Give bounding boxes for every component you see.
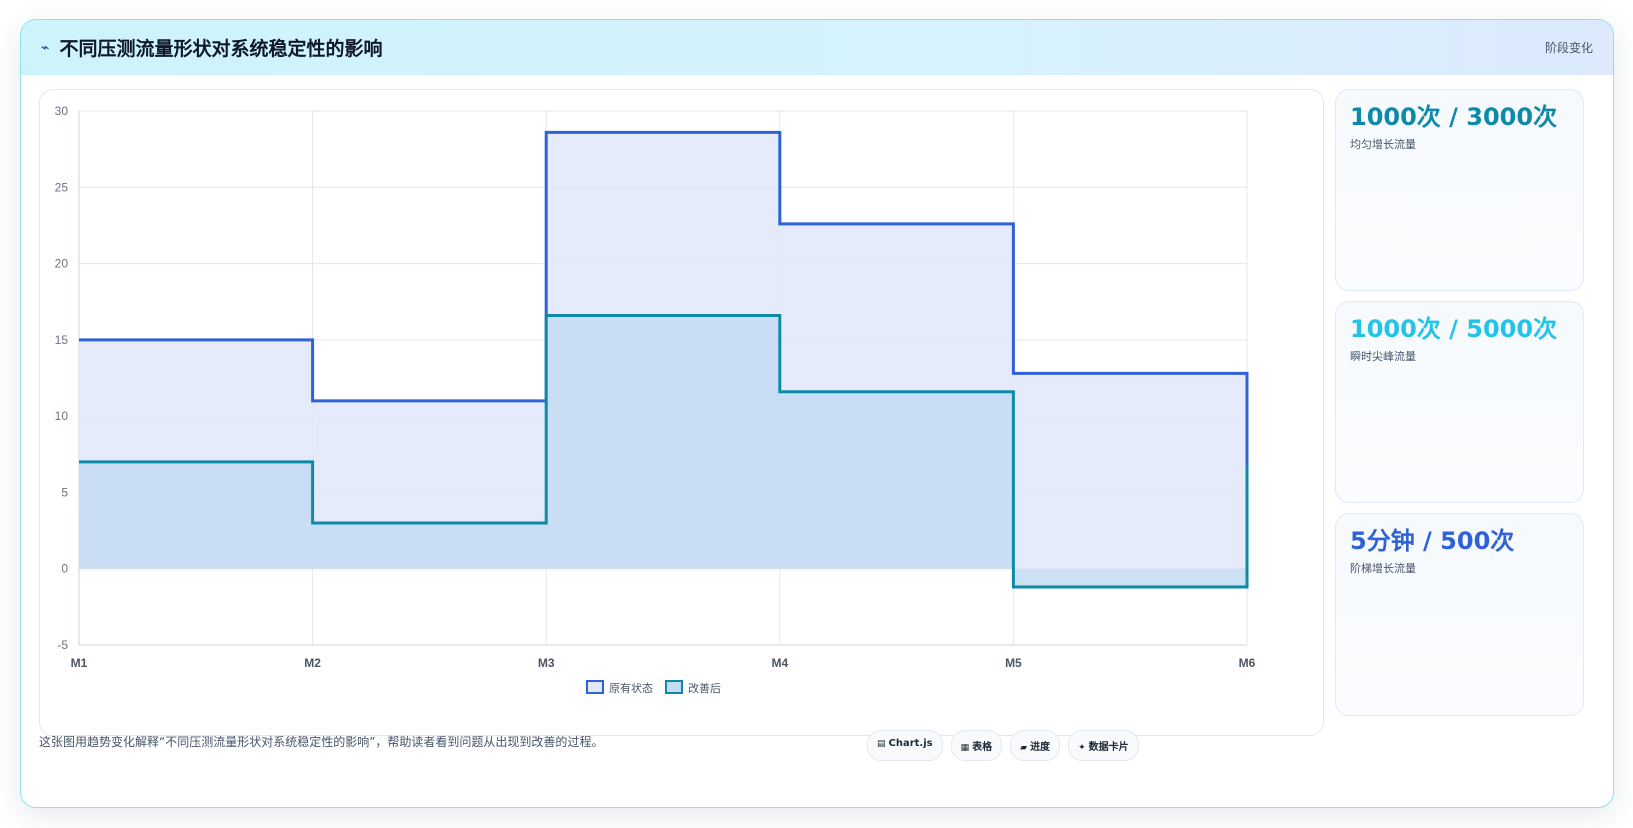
metric-label: 均匀增长流量 xyxy=(1350,138,1416,151)
pill-label: 表格 xyxy=(972,742,993,753)
y-tick-label: -5 xyxy=(57,638,68,652)
page-title: 不同压测流量形状对系统稳定性的影响 xyxy=(59,38,383,60)
metric-label: 阶梯增长流量 xyxy=(1350,562,1416,575)
pill-label: 进度 xyxy=(1030,742,1051,753)
pill-label: 数据卡片 xyxy=(1088,742,1129,753)
trend-icon: ⌁ xyxy=(41,39,50,56)
y-tick-label: 20 xyxy=(55,257,69,271)
pill-chartjs[interactable]: ▤ Chart.js xyxy=(867,730,943,761)
metric-card-2: 1000次 / 5000次 瞬时尖峰流量 xyxy=(1335,301,1584,503)
dashboard-card: ⌁ 不同压测流量形状对系统稳定性的影响 阶段变化 30 25 20 15 10 5 0 -5 M… xyxy=(20,19,1614,808)
series-line xyxy=(79,130,1249,465)
y-tick-label: 25 xyxy=(55,180,69,194)
tech-pills: ▤ Chart.js ▦ 表格 ▰ 进度 ✦ 数据卡片 xyxy=(867,730,1139,761)
legend-label: 原有状态 xyxy=(609,681,653,695)
y-tick-label: 15 xyxy=(55,333,69,347)
legend-swatch xyxy=(665,680,683,694)
x-tick-label: M1 xyxy=(71,656,88,670)
card-header: ⌁ 不同压测流量形状对系统稳定性的影响 阶段变化 xyxy=(21,20,1613,75)
legend-swatch xyxy=(586,680,604,694)
pill-table[interactable]: ▦ 表格 xyxy=(950,730,1003,761)
y-tick-label: 10 xyxy=(55,409,69,423)
header-tag: 阶段变化 xyxy=(1544,41,1593,55)
pill-data-card[interactable]: ✦ 数据卡片 xyxy=(1068,730,1139,761)
metric-card-1: 1000次 / 3000次 均匀增长流量 xyxy=(1335,89,1584,291)
y-tick-label: 5 xyxy=(61,485,68,499)
series-area xyxy=(79,315,1247,588)
legend-label: 改善后 xyxy=(688,681,721,695)
y-tick-label: 30 xyxy=(55,104,69,118)
chart-icon: ▤ xyxy=(877,739,886,749)
y-tick-label: 0 xyxy=(61,562,68,576)
step-line-chart: 30 25 20 15 10 5 0 -5M1 M2 M3 M4 M5 M6 原有状态 改善后 xyxy=(55,104,1256,695)
table-icon: ▦ xyxy=(960,743,970,753)
metric-card-3: 5分钟 / 500次 阶梯增长流量 xyxy=(1335,513,1584,716)
metric-label: 瞬时尖峰流量 xyxy=(1350,350,1416,363)
x-tick-label: M2 xyxy=(304,656,321,670)
series-line xyxy=(79,313,1249,589)
metric-value: 5分钟 / 500次 xyxy=(1350,527,1515,555)
pill-progress[interactable]: ▰ 进度 xyxy=(1010,730,1061,761)
chart-panel: 30 25 20 15 10 5 0 -5 M1 M2 M3 M4 M5 M6 原有状态 改善后 xyxy=(39,89,1324,736)
metric-value: 1000次 / 5000次 xyxy=(1350,315,1558,343)
pill-label: Chart.js xyxy=(888,738,933,749)
chart-description: 这张图用趋势变化解释“不同压测流量形状对系统稳定性的影响”，帮助读者看到问题从出… xyxy=(39,735,604,749)
progress-icon: ▰ xyxy=(1020,743,1028,753)
x-tick-label: M4 xyxy=(771,656,788,670)
x-tick-label: M3 xyxy=(538,656,555,670)
title-wrap: ⌁ 不同压测流量形状对系统稳定性的影响 xyxy=(41,34,382,61)
sparkle-icon: ✦ xyxy=(1078,743,1086,753)
x-tick-label: M6 xyxy=(1239,656,1256,670)
x-tick-label: M5 xyxy=(1005,656,1022,670)
metric-value: 1000次 / 3000次 xyxy=(1350,103,1558,131)
